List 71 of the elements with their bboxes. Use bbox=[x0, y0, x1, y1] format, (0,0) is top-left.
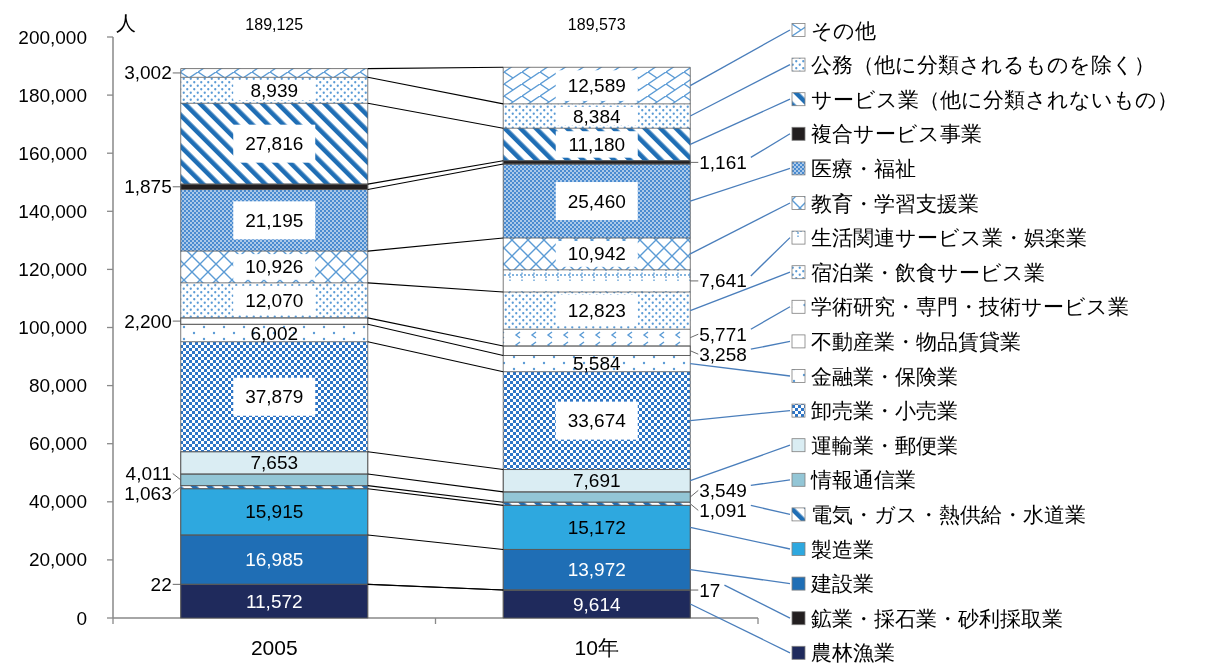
y-tick-label: 180,000 bbox=[18, 84, 87, 106]
data-label: 1,063 bbox=[124, 483, 172, 505]
legend-label: 鉱業・採石業・砂利採取業 bbox=[811, 606, 1063, 630]
y-tick-label: 160,000 bbox=[18, 142, 87, 164]
data-label: 17 bbox=[699, 579, 721, 601]
data-label: 10,942 bbox=[567, 243, 626, 265]
data-label: 7,641 bbox=[699, 270, 747, 292]
legend-label: サービス業（他に分類されないもの） bbox=[811, 87, 1178, 111]
legend-label: 生活関連サービス業・娯楽業 bbox=[811, 226, 1087, 250]
y-tick-label: 200,000 bbox=[18, 26, 87, 48]
x-tick-label: 10年 bbox=[574, 636, 619, 659]
legend-label: 宿泊業・飲食サービス業 bbox=[811, 260, 1045, 284]
data-label: 6,002 bbox=[250, 322, 299, 344]
legend-label: 学術研究・専門・技術サービス業 bbox=[811, 295, 1129, 319]
data-label: 12,070 bbox=[245, 289, 304, 311]
data-label: 27,816 bbox=[245, 133, 304, 155]
y-tick-label: 100,000 bbox=[18, 317, 87, 338]
legend-label: 建設業 bbox=[810, 572, 874, 596]
legend-label: 複合サービス事業 bbox=[811, 122, 982, 146]
data-label: 8,939 bbox=[250, 79, 299, 101]
legend-label: その他 bbox=[811, 18, 876, 42]
legend-label: 卸売業・小売業 bbox=[811, 399, 958, 423]
data-label: 7,653 bbox=[250, 452, 299, 474]
y-tick-label: 120,000 bbox=[18, 258, 87, 280]
data-label: 33,674 bbox=[567, 410, 627, 432]
legend-label: 電気・ガス・熱供給・水道業 bbox=[811, 502, 1086, 526]
y-axis-title: 人 bbox=[116, 12, 136, 34]
total-label: 189,573 bbox=[567, 16, 626, 33]
data-label: 2,200 bbox=[124, 310, 172, 332]
data-label: 5,771 bbox=[699, 323, 747, 345]
x-tick-label: 2005 bbox=[250, 636, 298, 659]
data-label: 25,460 bbox=[567, 190, 626, 212]
data-label: 9,614 bbox=[572, 593, 621, 615]
data-label: 22 bbox=[150, 573, 172, 595]
text: 不動産業・物品賃貸業 bbox=[811, 329, 1021, 353]
data-label: 3,002 bbox=[124, 62, 172, 84]
data-label: 4,011 bbox=[125, 463, 172, 485]
data-label: 15,915 bbox=[245, 501, 304, 523]
data-label: 10,926 bbox=[245, 256, 304, 278]
total-label: 189,125 bbox=[245, 16, 304, 33]
legend-label: 公務（他に分類されるものを除く） bbox=[811, 53, 1155, 77]
legend-label: 医療・福祉 bbox=[811, 156, 916, 180]
y-tick-label: 0 bbox=[76, 607, 87, 629]
legend-label: 運輸業・郵便業 bbox=[811, 433, 958, 457]
data-label: 12,823 bbox=[567, 300, 626, 322]
y-tick-label: 20,000 bbox=[28, 549, 87, 571]
data-label: 16,985 bbox=[245, 549, 304, 571]
data-label: 11,572 bbox=[245, 590, 303, 612]
y-tick-label: 80,000 bbox=[28, 375, 87, 397]
y-tick-label: 60,000 bbox=[28, 433, 87, 455]
data-label: 21,195 bbox=[245, 209, 304, 231]
y-tick-label: 40,000 bbox=[28, 491, 87, 513]
legend-label: 情報通信業 bbox=[810, 468, 916, 492]
legend-label: 金融業・保険業 bbox=[811, 364, 958, 388]
data-label: 13,972 bbox=[567, 559, 626, 581]
legend-label: 農林漁業 bbox=[811, 641, 895, 664]
data-label: 37,879 bbox=[245, 386, 304, 408]
data-label: 12,589 bbox=[567, 75, 626, 97]
y-tick-label: 140,000 bbox=[18, 200, 87, 222]
data-label: 3,258 bbox=[699, 343, 747, 365]
legend-label: 教育・学習支援業 bbox=[811, 191, 979, 215]
data-label: 1,091 bbox=[699, 499, 747, 521]
data-label: 3,549 bbox=[699, 479, 747, 501]
data-label: 8,384 bbox=[572, 105, 621, 127]
data-label: 1,161 bbox=[699, 151, 747, 173]
data-label: 11,180 bbox=[568, 133, 626, 155]
legend-label: 製造業 bbox=[811, 537, 874, 561]
data-label: 5,584 bbox=[572, 353, 621, 375]
data-label: 1,875 bbox=[124, 176, 172, 198]
data-label: 7,691 bbox=[572, 470, 621, 492]
data-label: 15,172 bbox=[567, 516, 626, 538]
